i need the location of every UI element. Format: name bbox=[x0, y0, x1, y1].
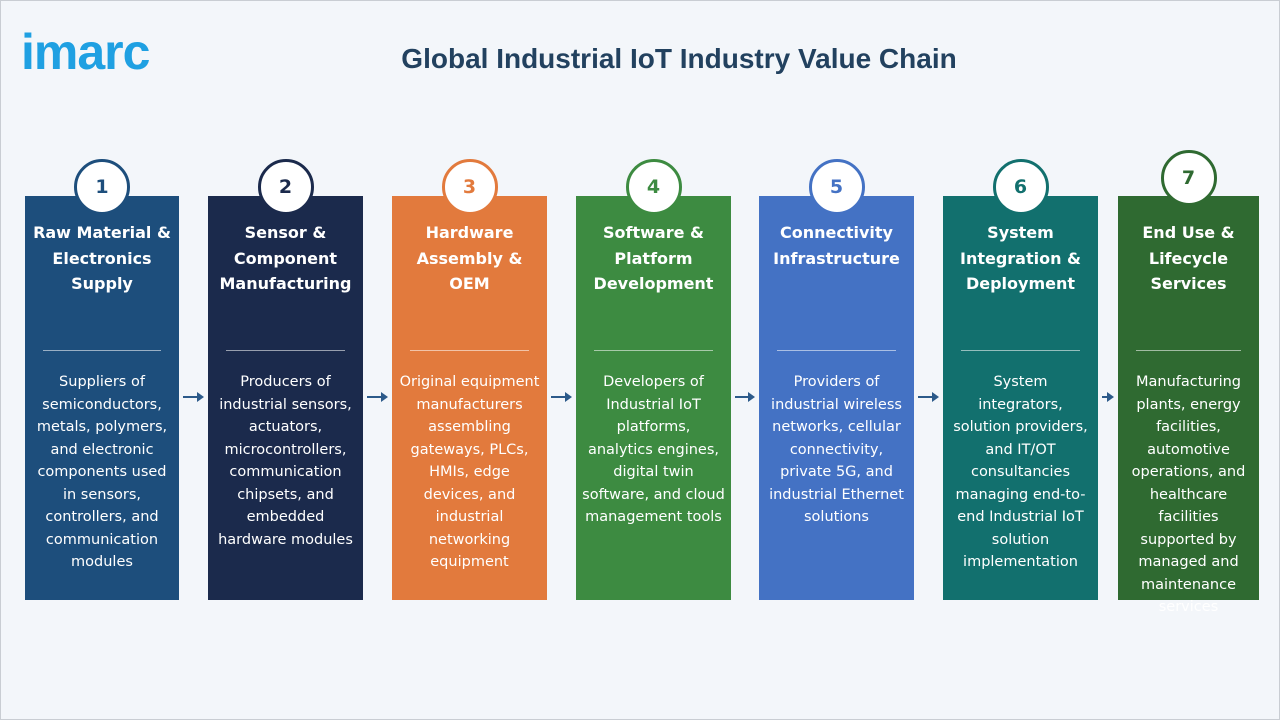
stage-column: Software & Platform Development Developer… bbox=[576, 196, 731, 600]
arrow bbox=[551, 392, 572, 402]
stage-column: Connectivity Infrastructure Providers of … bbox=[759, 196, 914, 600]
arrow bbox=[735, 392, 755, 402]
stage-number: 5 bbox=[808, 159, 865, 215]
stage-column: Hardware Assembly & OEM Original equipmen… bbox=[392, 196, 547, 600]
stage-description: System integrators, solution providers, … bbox=[953, 374, 1088, 570]
arrow bbox=[183, 392, 204, 402]
stage-description: Manufacturing plants, energy facilities,… bbox=[1131, 374, 1246, 615]
arrow bbox=[918, 392, 939, 402]
stage-title: System Integration & Deployment bbox=[959, 223, 1082, 293]
stage-title: Sensor & Component Manufacturing bbox=[219, 223, 352, 293]
stage-column: Sensor & Component Manufacturing Producer… bbox=[208, 196, 363, 600]
arrow bbox=[367, 392, 388, 402]
stage-description: Producers of industrial sensors, actuato… bbox=[218, 374, 353, 548]
stage-number: 2 bbox=[257, 159, 314, 215]
stage-description: Providers of industrial wireless network… bbox=[769, 374, 904, 525]
stage-column: System Integration & Deployment System in… bbox=[943, 196, 1098, 600]
stage-title: Connectivity Infrastructure bbox=[773, 223, 900, 268]
divider bbox=[226, 350, 345, 351]
stage-description: Developers of Industrial IoT platforms, … bbox=[582, 374, 725, 525]
divider bbox=[594, 350, 713, 351]
divider bbox=[43, 350, 161, 351]
divider bbox=[777, 350, 896, 351]
stage-number: 7 bbox=[1160, 150, 1217, 206]
stage-title: Raw Material & Electronics Supply bbox=[33, 223, 171, 293]
stage-number: 6 bbox=[992, 159, 1049, 215]
title: Global Industrial IoT Industry Value Cha… bbox=[401, 43, 957, 74]
logo: imarc bbox=[21, 24, 150, 80]
stage-number: 3 bbox=[441, 159, 498, 215]
stage-title: End Use & Lifecycle Services bbox=[1142, 223, 1235, 293]
stage-description: Original equipment manufacturers assembl… bbox=[399, 374, 540, 570]
stage-number: 1 bbox=[74, 159, 130, 215]
stage-column: Raw Material & Electronics Supply Supplie… bbox=[25, 196, 179, 600]
divider bbox=[1136, 350, 1241, 351]
stage-number: 4 bbox=[625, 159, 682, 215]
divider bbox=[961, 350, 1080, 351]
divider bbox=[410, 350, 529, 351]
stage-column: End Use & Lifecycle Services Manufacturin… bbox=[1118, 196, 1259, 615]
stage-title: Hardware Assembly & OEM bbox=[416, 223, 523, 293]
stage-title: Software & Platform Development bbox=[593, 223, 714, 293]
arrow bbox=[1102, 392, 1114, 402]
stage-description: Suppliers of semiconductors, metals, pol… bbox=[36, 374, 168, 570]
